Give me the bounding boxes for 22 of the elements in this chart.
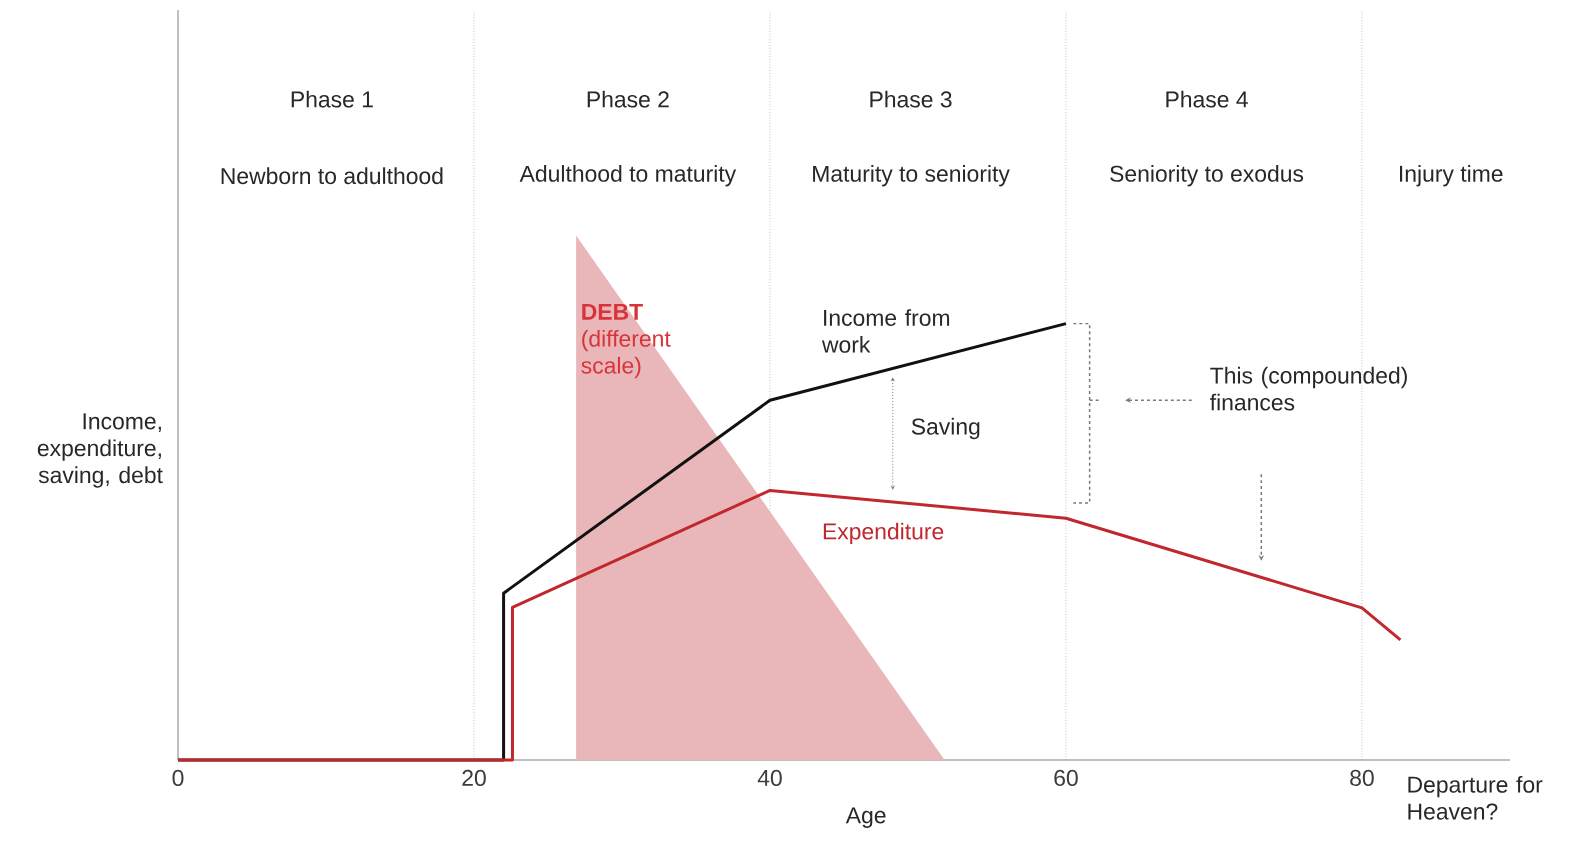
x-tick-label: 80	[1350, 769, 1374, 787]
series-label: Income from work	[821, 309, 950, 353]
y-axis-title: Income, expenditure, saving, debt	[37, 413, 163, 488]
x-tick-label: 0	[172, 769, 184, 787]
text: Injury time	[1400, 165, 1503, 187]
text: Newborn to adulthood	[221, 167, 443, 185]
text: Maturity to seniority	[813, 165, 1010, 187]
series-label: DEBT (different scale)	[581, 303, 671, 379]
annotation: This (compounded) finances	[1210, 366, 1407, 411]
annotation: Saving	[911, 417, 980, 440]
text: Adulthood to maturity	[519, 165, 737, 187]
text: Phase 3	[870, 90, 952, 108]
x-axis-title: Age	[845, 807, 886, 828]
text: Departure for Heaven?	[1408, 775, 1543, 820]
x-tick-label: 20	[462, 769, 486, 787]
text: Phase 1	[291, 90, 373, 108]
text: Phase 2	[587, 90, 669, 108]
text: Seniority to exodus	[1110, 165, 1304, 187]
x-tick-label: 40	[757, 769, 782, 787]
x-tick-label: 60	[1054, 769, 1078, 787]
series-label: Expenditure	[823, 522, 944, 545]
text: Phase 4	[1166, 90, 1248, 108]
